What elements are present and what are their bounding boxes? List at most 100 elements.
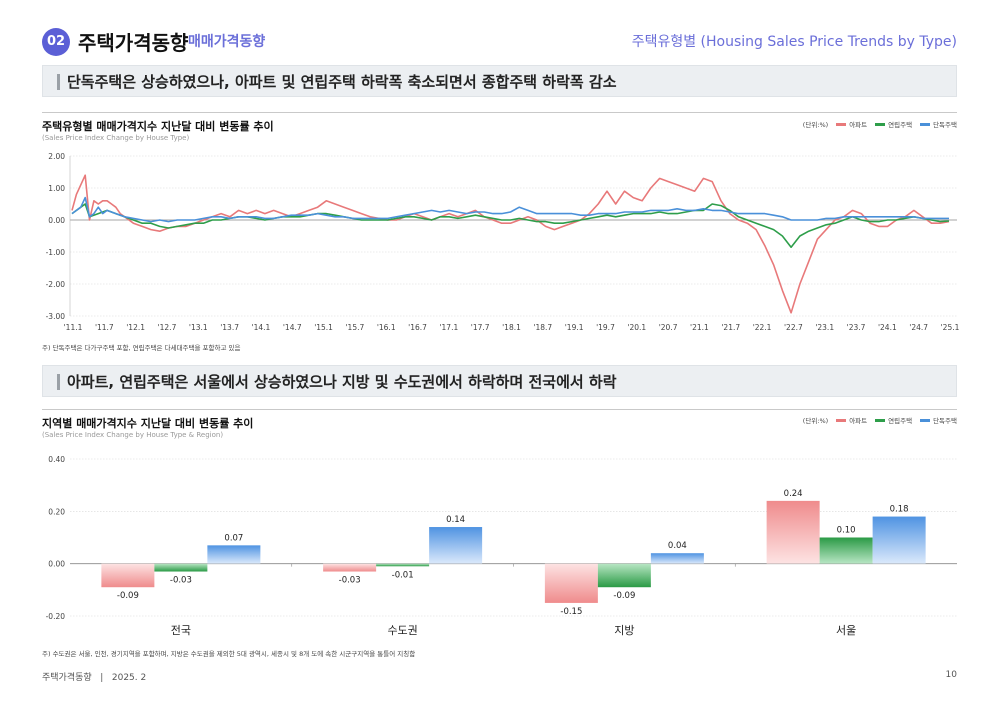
x-tick-label: '13.1	[189, 323, 208, 332]
legend-item-apartment: 아파트	[836, 119, 867, 129]
bar-수도권-연립주택	[376, 563, 430, 567]
x-tick-label: '17.7	[471, 323, 490, 332]
x-tick-label: '17.1	[439, 323, 458, 332]
y-tick-label: -0.20	[46, 612, 66, 621]
bar-전국-아파트	[101, 563, 155, 588]
x-tick-label: '15.7	[346, 323, 365, 332]
bar-전국-연립주택	[154, 563, 208, 572]
x-tick-label: '23.1	[815, 323, 834, 332]
data-label: 0.07	[224, 533, 243, 543]
y-tick-label: -1.00	[46, 248, 66, 257]
chart-title-1: 주택유형별 매매가격지수 지난달 대비 변동률 추이	[42, 120, 274, 133]
headline-text-2: 아파트, 연립주택은 서울에서 상승하였으나 지방 및 수도권에서 하락하며 전…	[67, 373, 617, 391]
section-title-right: 주택유형별 (Housing Sales Price Trends by Typ…	[631, 34, 957, 50]
data-label: 0.10	[837, 526, 856, 536]
chart-subtitle-2: (Sales Price Index Change by House Type …	[42, 431, 224, 439]
headline-banner-1: 단독주택은 상승하였으나, 아파트 및 연립주택 하락폭 축소되면서 종합주택 …	[42, 65, 957, 97]
chart-legend-2: (단위:%) 아파트 연립주택 단독주택	[803, 415, 957, 425]
data-label: 0.04	[668, 541, 687, 551]
x-tick-label: '19.1	[565, 323, 584, 332]
page-subtitle: 매매가격동향	[188, 34, 266, 50]
headline-text-1: 단독주택은 상승하였으나, 아파트 및 연립주택 하락폭 축소되면서 종합주택 …	[67, 73, 617, 91]
x-tick-label: '20.1	[627, 323, 646, 332]
series-line-아파트	[71, 174, 950, 314]
data-label: -0.15	[560, 607, 582, 617]
page-number: 10	[945, 670, 957, 680]
legend-item-apartment: 아파트	[836, 415, 867, 425]
x-tick-label: '25.1	[941, 323, 960, 332]
x-tick-label: '15.1	[314, 323, 333, 332]
divider-1	[42, 112, 957, 113]
banner-accent-bar	[57, 374, 60, 390]
page-title: 주택가격동향	[78, 31, 189, 55]
category-label: 전국	[171, 624, 191, 637]
legend-item-row-house: 연립주택	[875, 415, 912, 425]
x-tick-label: '16.7	[408, 323, 427, 332]
y-tick-label: 1.00	[48, 184, 65, 193]
chart-title-2: 지역별 매매가격지수 지난달 대비 변동률 추이	[42, 417, 254, 430]
bar-서울-아파트	[766, 500, 820, 564]
category-label: 지방	[614, 624, 634, 637]
x-tick-label: '24.1	[878, 323, 897, 332]
headline-banner-2: 아파트, 연립주택은 서울에서 상승하였으나 지방 및 수도권에서 하락하며 전…	[42, 365, 957, 397]
data-label: 0.24	[784, 489, 803, 499]
bar-수도권-단독주택	[429, 527, 483, 564]
chart-note-2: 주) 수도권은 서울, 인천, 경기지역을 포함하며, 지방은 수도권을 제외한…	[42, 650, 416, 658]
x-tick-label: '18.1	[502, 323, 521, 332]
legend-unit: (단위:%)	[802, 121, 829, 129]
section-number-badge: 02	[42, 28, 70, 56]
data-label: -0.09	[613, 591, 635, 601]
series-line-연립주택	[71, 203, 950, 248]
x-tick-label: '16.1	[377, 323, 396, 332]
line-chart: 2.00 1.00 0.00 -1.00 -2.00 -3.00 '11.1 '11.7 '12…	[46, 152, 960, 332]
data-label: -0.03	[339, 576, 361, 586]
series-line-단독주택	[71, 196, 949, 223]
bar-서울-연립주택	[819, 537, 873, 564]
y-tick-label: -3.00	[46, 312, 66, 321]
category-label: 서울	[836, 624, 856, 637]
bar-지방-단독주택	[650, 553, 704, 564]
chart-note-1: 주) 단독주택은 다가구주택 포함, 연립주택은 다세대주택을 포함하고 있음	[42, 344, 241, 352]
x-tick-label: '18.7	[533, 323, 552, 332]
legend-item-detached: 단독주택	[920, 119, 957, 129]
y-tick-label: -2.00	[46, 280, 66, 289]
x-tick-label: '11.7	[95, 323, 114, 332]
bar-지방-아파트	[544, 563, 598, 603]
x-tick-label: '24.7	[909, 323, 928, 332]
y-tick-label: 0.40	[48, 455, 65, 464]
category-label: 수도권	[387, 624, 417, 637]
x-tick-label: '12.1	[126, 323, 145, 332]
data-label: 0.14	[446, 515, 465, 525]
bar-수도권-아파트	[323, 563, 377, 572]
y-tick-label: 0.00	[48, 560, 65, 569]
x-tick-label: '22.1	[753, 323, 772, 332]
x-tick-label: '11.1	[64, 323, 83, 332]
data-label: -0.09	[117, 591, 139, 601]
chart-legend-1: (단위:%) 아파트 연립주택 단독주택	[803, 119, 957, 129]
x-tick-label: '14.1	[252, 323, 271, 332]
x-tick-label: '12.7	[158, 323, 177, 332]
legend-unit: (단위:%)	[802, 417, 829, 425]
bar-chart: 0.40 0.20 0.00 -0.20 -0.09 -0.03 0.07 전국 -0.03 -0…	[46, 455, 957, 637]
x-tick-label: '21.1	[690, 323, 709, 332]
footer-label: 주택가격동향 | 2025. 2	[42, 673, 147, 683]
divider-2	[42, 409, 957, 410]
data-label: -0.01	[392, 570, 414, 580]
data-label: 0.18	[890, 505, 909, 515]
x-tick-label: '13.7	[220, 323, 239, 332]
bar-전국-단독주택	[207, 545, 261, 564]
x-tick-label: '23.7	[847, 323, 866, 332]
y-tick-label: 2.00	[48, 152, 65, 161]
bar-서울-단독주택	[872, 516, 926, 564]
bar-지방-연립주택	[597, 563, 651, 588]
x-tick-label: '22.7	[784, 323, 803, 332]
x-tick-label: '20.7	[659, 323, 678, 332]
x-tick-label: '21.7	[721, 323, 740, 332]
legend-item-row-house: 연립주택	[875, 119, 912, 129]
data-label: -0.03	[170, 576, 192, 586]
x-tick-label: '14.7	[283, 323, 302, 332]
banner-accent-bar	[57, 74, 60, 90]
x-tick-label: '19.7	[596, 323, 615, 332]
chart-subtitle-1: (Sales Price Index Change by House Type)	[42, 134, 190, 142]
legend-item-detached: 단독주택	[920, 415, 957, 425]
